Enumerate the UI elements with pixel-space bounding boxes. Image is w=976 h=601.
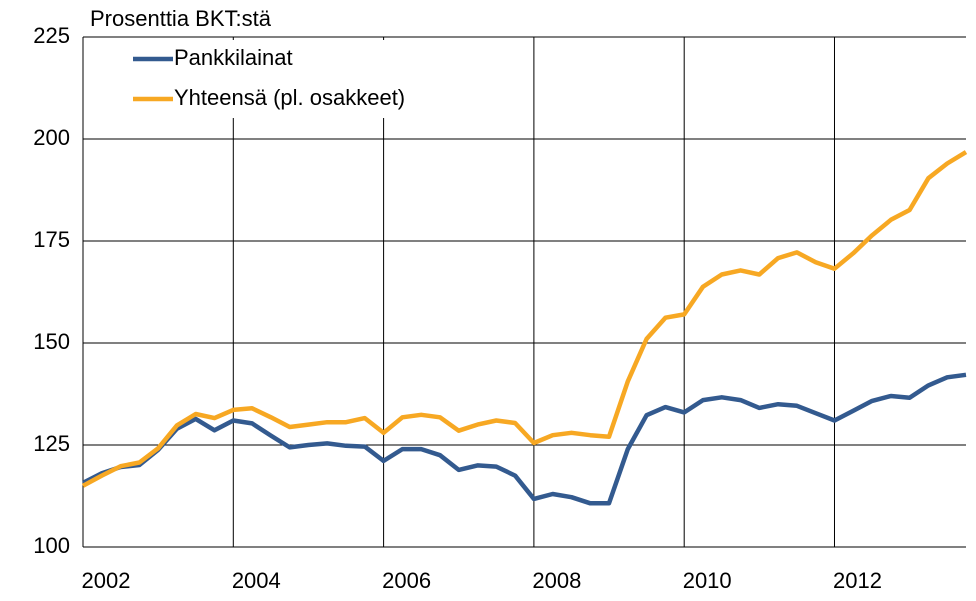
series-line <box>81 372 967 506</box>
y-tick-label: 150 <box>33 329 70 354</box>
x-tick-label: 2012 <box>833 568 882 593</box>
series-line <box>81 150 968 488</box>
x-tick-label: 2002 <box>82 568 131 593</box>
y-tick-label: 175 <box>33 227 70 252</box>
x-tick-label: 2008 <box>532 568 581 593</box>
legend-label: Yhteensä (pl. osakkeet) <box>174 85 405 110</box>
y-tick-label: 125 <box>33 431 70 456</box>
x-tick-label: 2006 <box>382 568 431 593</box>
y-tick-label: 225 <box>33 23 70 48</box>
legend-background <box>130 40 490 118</box>
x-tick-label: 2004 <box>232 568 281 593</box>
y-tick-label: 200 <box>33 125 70 150</box>
legend-label: Pankkilainat <box>174 45 293 70</box>
x-tick-label: 2010 <box>683 568 732 593</box>
y-tick-label: 100 <box>33 533 70 558</box>
chart-title: Prosenttia BKT:stä <box>90 6 272 31</box>
